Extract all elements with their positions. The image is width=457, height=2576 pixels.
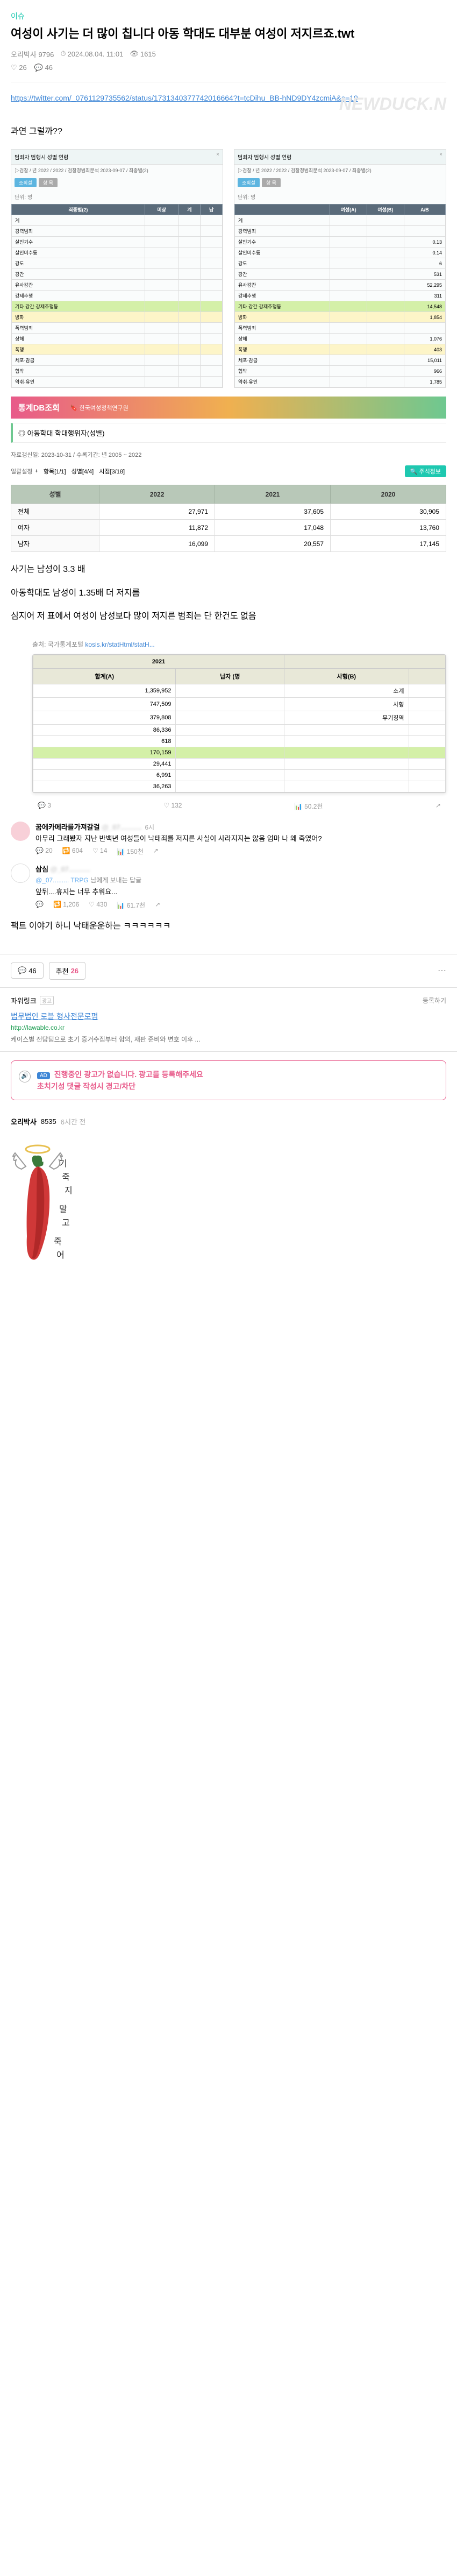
body-text-1: 사기는 남성이 3.3 배 — [11, 563, 446, 577]
svg-text:죽: 죽 — [62, 1173, 70, 1182]
source-line: 출처: 국가통계포털 kosis.kr/statHtml/statH... — [32, 640, 446, 649]
powerlink-desc: 케이스별 전담팀으로 초기 증거수집부터 합의, 재판 준비와 변호 이후 ..… — [11, 1035, 446, 1044]
body-question: 과연 그럴까?? — [11, 125, 446, 139]
body-text-3: 심지어 저 표에서 여성이 남성보다 많이 저지른 범죄는 단 한건도 없음 — [11, 610, 446, 624]
svg-text:고: 고 — [62, 1219, 70, 1228]
view-icon: 📊 61.7천 — [117, 901, 145, 910]
reply-icon[interactable]: 💬 — [35, 901, 44, 910]
data-table: 성별202220212020 전체27,97137,60530,905여자11,… — [11, 485, 446, 552]
post-title: 여성이 사기는 더 많이 칩니다 아동 학대도 대부분 여성이 저지르죠.twt — [11, 26, 446, 43]
retweet-icon[interactable]: 🔁 1,206 — [53, 901, 79, 910]
ad-badge: 광고 — [40, 996, 54, 1005]
post-comments-count[interactable]: 💬 46 — [34, 63, 53, 72]
svg-text:기: 기 — [59, 1159, 67, 1169]
view-icon: 📊 150천 — [117, 847, 143, 856]
external-link[interactable]: https://twitter.com/_0761129735562/statu… — [11, 94, 358, 102]
stat-panel-left: 범죄자 범행시 성별 연령 ▷검찰 / 년 2022 / 2022 / 검찰청범… — [11, 149, 223, 388]
comment-text: 앞뒤....휴지는 너무 추워요... — [35, 887, 446, 897]
post-author[interactable]: 오리박사 9796 — [11, 49, 54, 59]
commenter-name[interactable]: 꿈에카메라를가져갈걸 — [35, 823, 100, 831]
ad-label: AD — [37, 1072, 50, 1079]
svg-text:지: 지 — [65, 1186, 73, 1195]
post-category[interactable]: 이슈 — [11, 11, 446, 22]
body-text-2: 아동학대도 남성이 1.35배 더 저지름 — [11, 586, 446, 600]
like-icon[interactable]: ♡ 14 — [92, 847, 107, 856]
post-likes[interactable]: ♡ 26 — [11, 63, 27, 72]
db-section-title: ◎ 아동학대 학대행위자(성별) — [11, 423, 446, 443]
reply-icon[interactable]: 💬 20 — [35, 847, 53, 856]
stat-panel-right: 범죄자 범행시 성별 연령 ▷검찰 / 년 2022 / 2022 / 검찰청범… — [234, 149, 446, 388]
body-text-4: 팩트 이야기 하니 낙태운운하는 ㅋㅋㅋㅋㅋㅋ — [11, 919, 446, 933]
retweet-icon[interactable]: 🔁 604 — [62, 847, 83, 856]
share-icon[interactable]: ↗ — [435, 802, 441, 811]
register-link[interactable]: 등록하기 — [423, 996, 446, 1005]
comments-button[interactable]: 💬 46 — [11, 963, 44, 979]
post-date: ⏱ 2024.08.04. 11:01 — [60, 49, 123, 58]
commenter-name[interactable]: 오리박사 — [11, 1116, 37, 1127]
db-banner: 통계DB조회 🔖 한국여성정책연구원 — [11, 397, 446, 419]
powerlink-url[interactable]: http://lawable.co.kr — [11, 1024, 446, 1031]
embed-view: 📊 50.2천 — [295, 802, 323, 811]
embed-like[interactable]: ♡ 132 — [163, 802, 182, 811]
pepper-image: 기 죽 지 말 고 죽 어 — [0, 1134, 457, 1287]
ad-banner[interactable]: 🔊 AD 진행중인 광고가 없습니다. 광고를 등록해주세요 초치기성 댓글 작… — [11, 1060, 446, 1101]
embed-table: 2021 합계(A)남자 (명사형(B) 1,359,952소계747,509사… — [32, 654, 446, 793]
post-views: 👁 1615 — [130, 49, 155, 58]
svg-text:죽: 죽 — [54, 1237, 62, 1247]
search-button[interactable]: 🔍 주석정보 — [405, 465, 446, 477]
svg-text:어: 어 — [56, 1250, 65, 1260]
avatar[interactable] — [11, 822, 30, 841]
embed-reply[interactable]: 💬 3 — [38, 802, 51, 811]
avatar[interactable] — [11, 864, 30, 883]
commenter-name[interactable]: 삼심 — [35, 865, 48, 873]
comment-time: 6시간 전 — [61, 1116, 86, 1127]
db-meta: 자료갱신일: 2023-10-31 / 수록기간: 년 2005 ~ 2022 — [11, 447, 446, 462]
comment-text: 아무리 그래봤자 지난 반백년 여성들이 낙태죄를 저지른 사실이 사라지지는 … — [35, 833, 446, 844]
powerlink-title[interactable]: 법무법인 로블 형사전문로펌 — [11, 1011, 446, 1022]
svg-text:말: 말 — [59, 1205, 67, 1214]
share-icon[interactable]: ↗ — [153, 847, 159, 856]
recommend-button[interactable]: 추천 26 — [49, 962, 85, 980]
sound-icon: 🔊 — [19, 1071, 31, 1082]
source-link[interactable]: kosis.kr/statHtml/statH... — [85, 641, 154, 648]
share-icon[interactable]: ↗ — [155, 901, 160, 910]
more-icon[interactable]: ⋯ — [438, 965, 446, 976]
like-icon[interactable]: ♡ 430 — [89, 901, 107, 910]
powerlink-label: 파워링크 — [11, 995, 37, 1006]
